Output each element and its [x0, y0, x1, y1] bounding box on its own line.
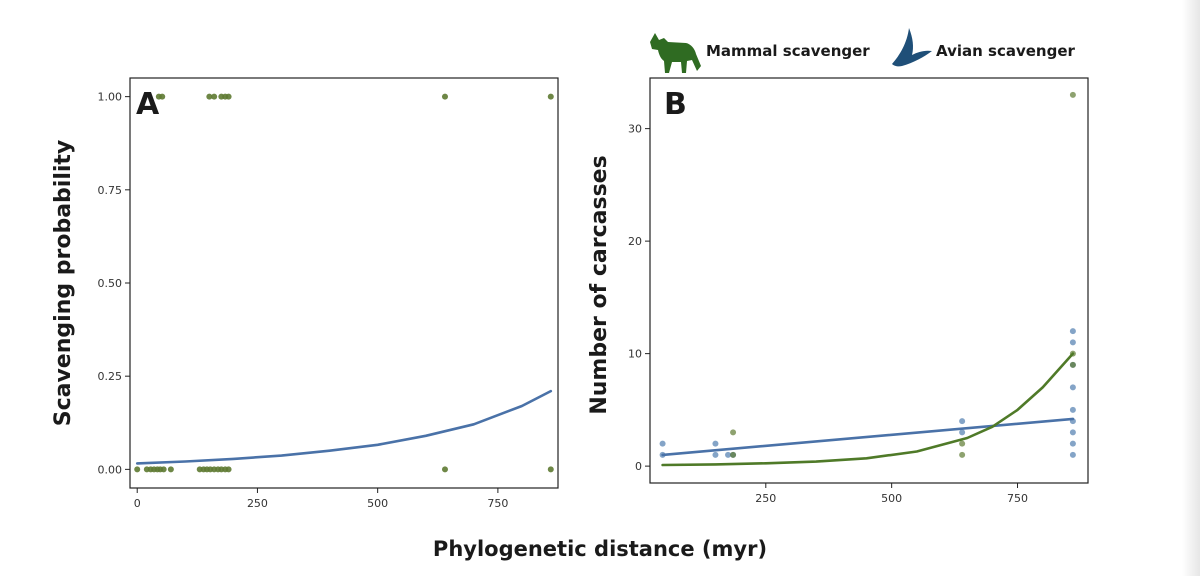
- avian-data-point: [1069, 328, 1076, 335]
- mammal-data-point: [959, 440, 966, 447]
- panel-a-letter: A: [136, 87, 160, 122]
- mammal-fit-line: [661, 352, 1075, 467]
- x-tick-label: 250: [755, 492, 776, 505]
- data-point: [211, 93, 218, 100]
- data-point: [159, 93, 166, 100]
- panel-a-y-axis-label: Scavenging probability: [51, 140, 76, 427]
- avian-data-point: [1069, 429, 1076, 436]
- data-point: [547, 466, 554, 473]
- data-point: [225, 93, 232, 100]
- x-tick-label: 250: [247, 497, 268, 510]
- panel-a-points: [134, 93, 554, 473]
- mammal-data-point: [1069, 91, 1076, 98]
- y-tick-label: 0: [635, 460, 642, 473]
- data-point: [206, 93, 213, 100]
- legend-avian-label: Avian scavenger: [936, 42, 1075, 60]
- avian-data-point: [1069, 440, 1076, 447]
- x-tick-label: 500: [881, 492, 902, 505]
- data-point: [441, 466, 448, 473]
- page-edge-shadow: [1182, 0, 1200, 576]
- legend: Mammal scavenger Avian scavenger: [650, 28, 1075, 73]
- avian-data-point: [1069, 384, 1076, 391]
- y-tick-label: 0.75: [98, 184, 123, 197]
- panel-a-y-ticks: 0.00 0.25 0.50 0.75 1.00: [98, 91, 130, 476]
- y-tick-label: 0.00: [98, 463, 123, 476]
- panel-b-points: [659, 91, 1076, 458]
- x-tick-label: 500: [367, 497, 388, 510]
- mammal-data-point: [730, 429, 737, 436]
- panel-a-x-ticks: 0 250 500 750: [134, 488, 508, 510]
- avian-data-point: [1069, 406, 1076, 413]
- avian-data-point: [712, 451, 719, 458]
- y-tick-label: 0.25: [98, 370, 123, 383]
- panel-b-y-axis-label: Number of carcasses: [587, 155, 612, 414]
- mammal-data-point: [959, 451, 966, 458]
- mammal-data-point: [730, 451, 737, 458]
- fox-silhouette-icon: [650, 33, 701, 73]
- panel-b-fit-lines: [661, 352, 1075, 467]
- panel-b-y-ticks: 0 10 20 30: [628, 123, 650, 473]
- legend-mammal-label: Mammal scavenger: [706, 42, 870, 60]
- shared-x-axis-label: Phylogenetic distance (myr): [433, 537, 767, 561]
- panel-b-letter: B: [664, 87, 687, 122]
- y-tick-label: 20: [628, 235, 642, 248]
- avian-data-point: [959, 429, 966, 436]
- data-point: [160, 466, 167, 473]
- avian-data-point: [1069, 451, 1076, 458]
- data-point: [167, 466, 174, 473]
- avian-fit-line: [661, 417, 1075, 457]
- avian-data-point: [725, 451, 732, 458]
- data-point: [225, 466, 232, 473]
- panel-a-frame: [129, 77, 559, 489]
- panel-b-frame: [649, 77, 1089, 484]
- data-point: [134, 466, 141, 473]
- bird-silhouette-icon: [892, 28, 932, 67]
- panel-b: 0 10 20 30 250 500 750 B Number of carcasses: [587, 77, 1089, 505]
- x-tick-label: 0: [134, 497, 141, 510]
- avian-data-point: [1069, 339, 1076, 346]
- avian-data-point: [712, 440, 719, 447]
- avian-fit-line: [135, 389, 553, 465]
- mammal-data-point: [1069, 361, 1076, 368]
- y-tick-label: 0.50: [98, 277, 123, 290]
- avian-data-point: [659, 440, 666, 447]
- y-tick-label: 30: [628, 123, 642, 136]
- panel-b-x-ticks: 250 500 750: [755, 483, 1028, 505]
- data-point: [441, 93, 448, 100]
- panel-a-fit-lines: [135, 389, 553, 465]
- panel-a: 0.00 0.25 0.50 0.75 1.00 0 250 500 750 A Scaven…: [51, 77, 559, 510]
- avian-data-point: [959, 418, 966, 425]
- data-point: [547, 93, 554, 100]
- x-tick-label: 750: [1007, 492, 1028, 505]
- y-tick-label: 1.00: [98, 91, 123, 104]
- y-tick-label: 10: [628, 348, 642, 361]
- x-tick-label: 750: [487, 497, 508, 510]
